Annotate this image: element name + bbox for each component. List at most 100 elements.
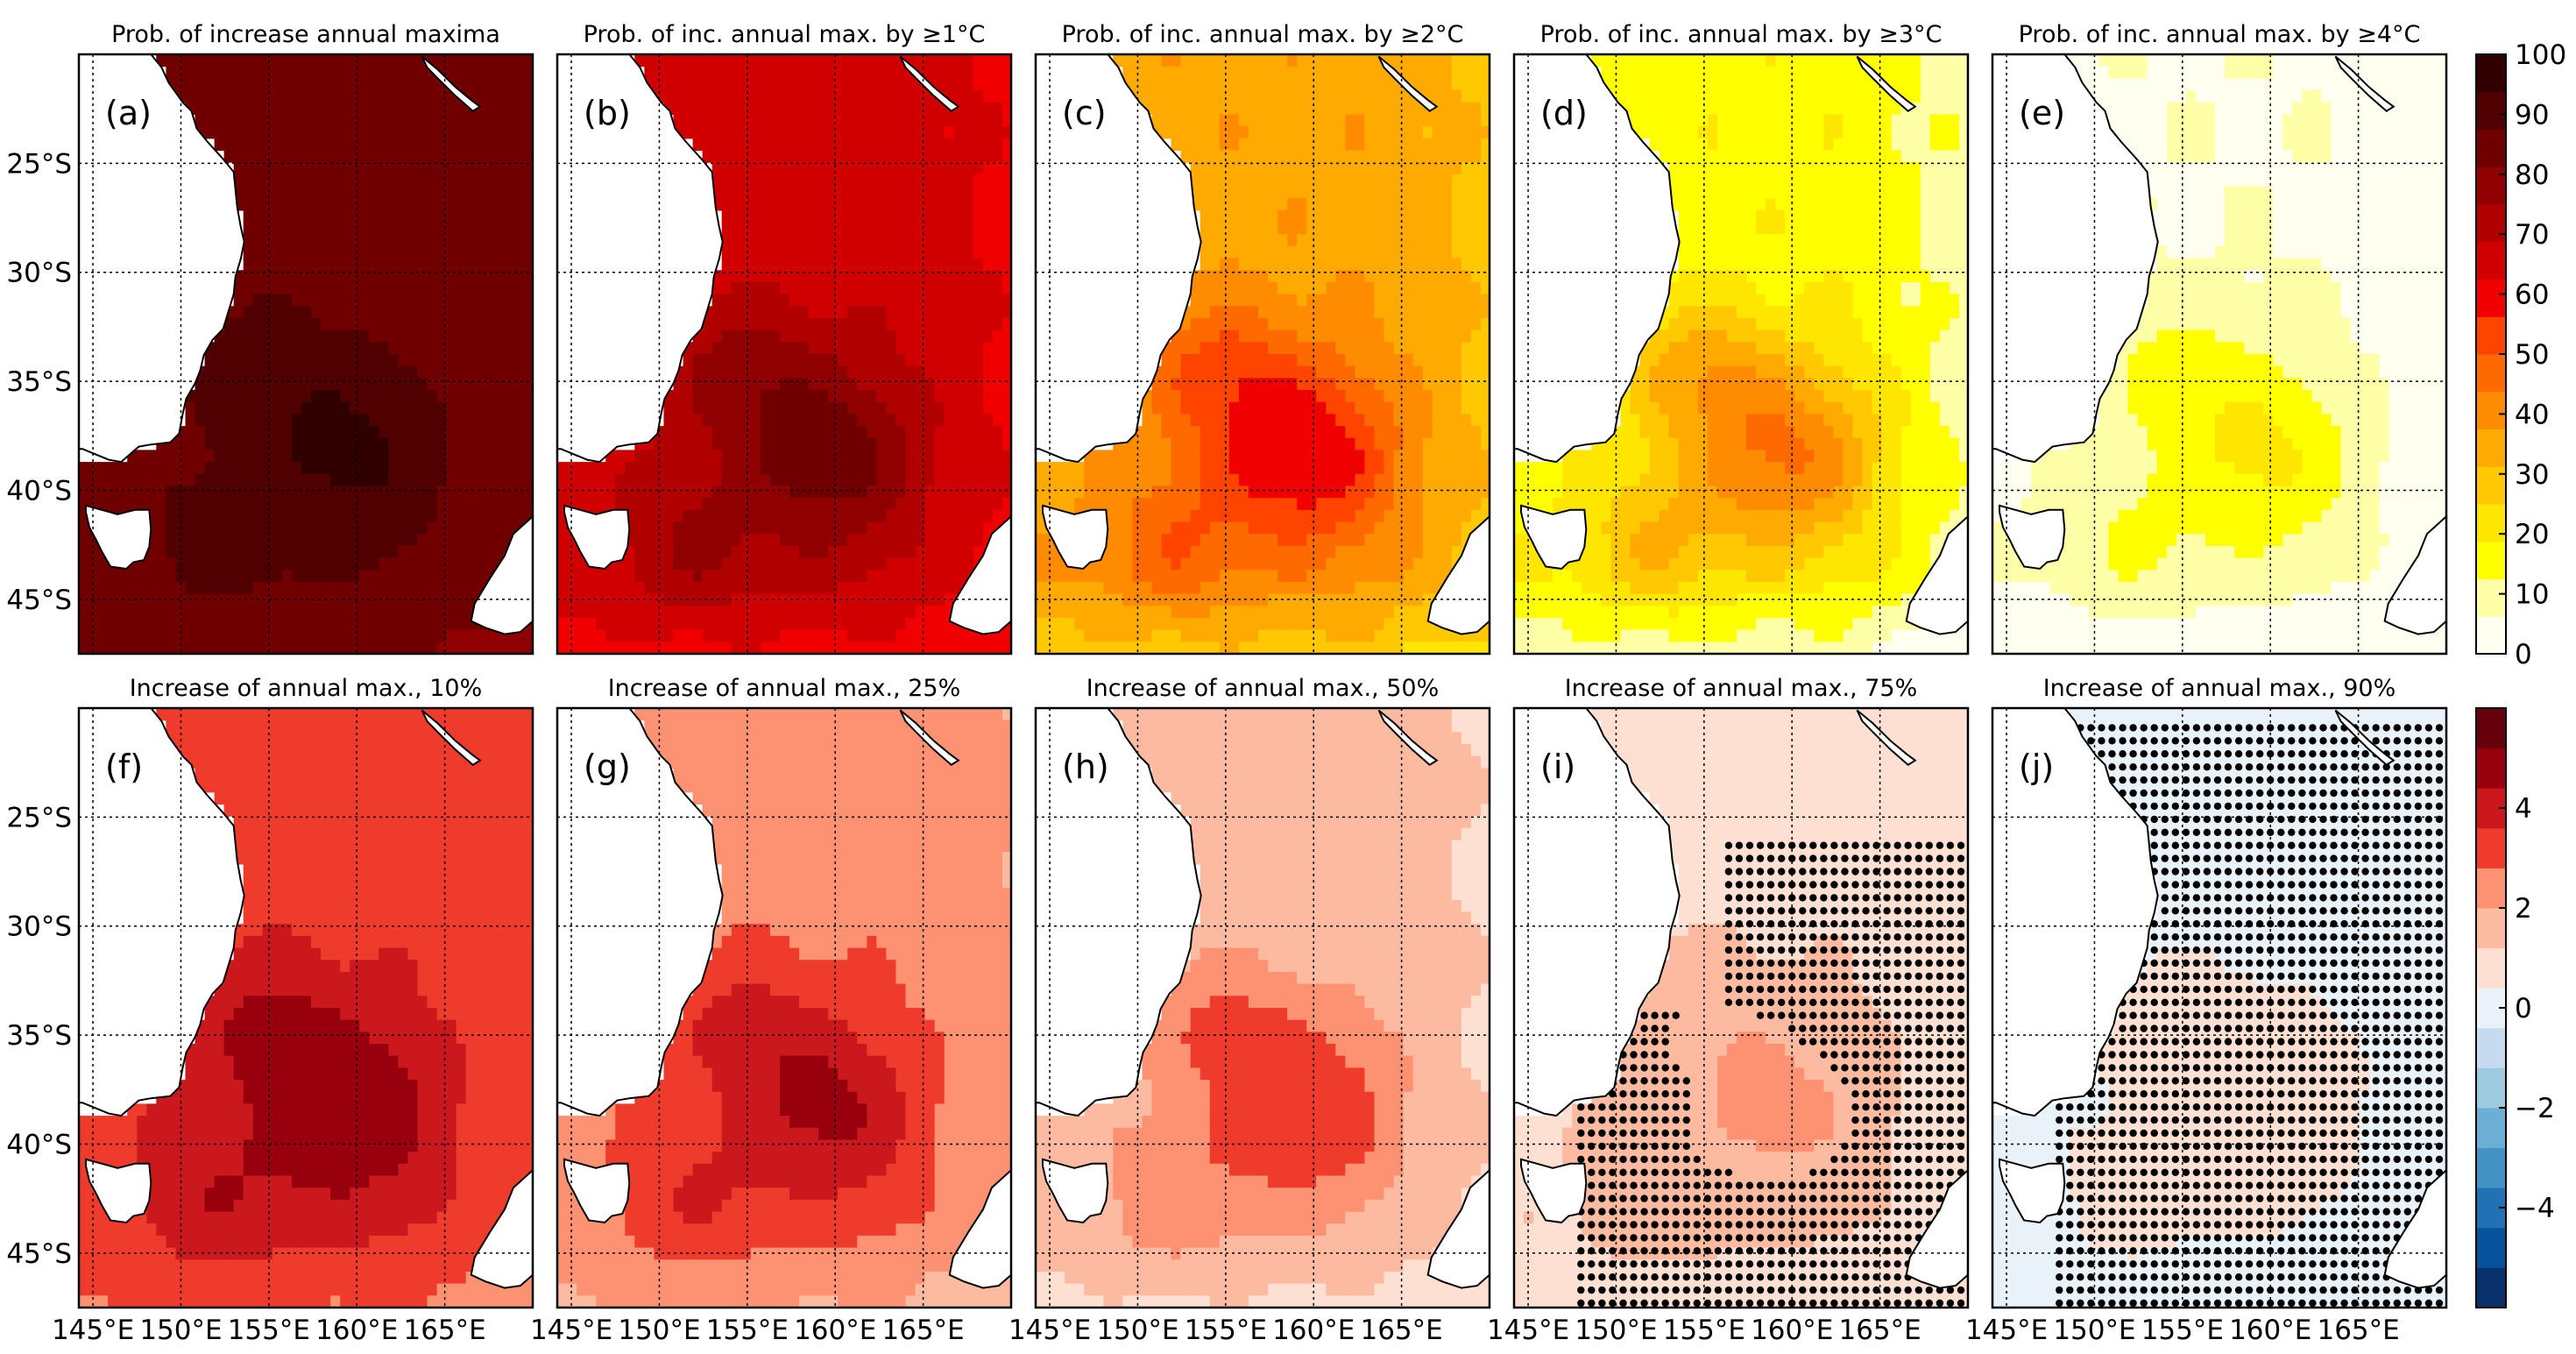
field-cell bbox=[301, 330, 312, 343]
field-cell bbox=[1306, 186, 1317, 199]
field-cell bbox=[644, 437, 655, 451]
field-cell bbox=[789, 306, 800, 319]
field-cell bbox=[291, 198, 302, 211]
field-cell bbox=[1306, 414, 1317, 427]
field-cell bbox=[963, 138, 974, 152]
field-cell bbox=[683, 642, 694, 654]
field-cell bbox=[1171, 557, 1182, 571]
field-cell bbox=[1036, 654, 1046, 666]
field-cell bbox=[214, 342, 225, 355]
field-cell bbox=[1209, 545, 1221, 559]
field-cell bbox=[1036, 606, 1046, 619]
field-cell bbox=[982, 521, 994, 535]
field-cell bbox=[750, 90, 761, 103]
field-cell bbox=[1002, 126, 1011, 139]
field-cell bbox=[1065, 629, 1075, 642]
field-cell bbox=[740, 330, 752, 343]
field-cell bbox=[663, 401, 675, 415]
field-cell bbox=[1238, 174, 1249, 188]
field-cell bbox=[301, 629, 312, 642]
field-cell bbox=[311, 294, 322, 307]
field-cell bbox=[692, 450, 704, 463]
field-cell bbox=[330, 354, 341, 367]
field-cell bbox=[1191, 654, 1201, 666]
field-cell bbox=[1219, 126, 1230, 139]
field-cell bbox=[427, 54, 438, 67]
field-cell bbox=[711, 534, 723, 547]
field-cell bbox=[1258, 281, 1269, 295]
field-cell bbox=[750, 270, 761, 283]
field-cell bbox=[1219, 330, 1230, 343]
field-cell bbox=[769, 306, 781, 319]
field-cell bbox=[1219, 462, 1230, 475]
field-cell bbox=[915, 138, 926, 152]
field-cell bbox=[769, 473, 781, 487]
field-cell bbox=[475, 509, 486, 523]
field-cell bbox=[252, 354, 264, 367]
field-cell bbox=[204, 54, 216, 67]
field-cell bbox=[789, 450, 800, 463]
field-cell bbox=[204, 593, 216, 606]
field-cell bbox=[1287, 498, 1298, 511]
field-cell bbox=[895, 78, 907, 91]
field-cell bbox=[524, 414, 533, 427]
field-cell bbox=[1297, 390, 1307, 403]
field-cell bbox=[1297, 521, 1307, 535]
field-cell bbox=[1190, 318, 1201, 331]
field-cell bbox=[485, 245, 496, 259]
field-cell bbox=[127, 473, 138, 487]
field-cell bbox=[475, 534, 486, 547]
field-cell bbox=[644, 54, 655, 67]
field-cell bbox=[1002, 306, 1011, 319]
field-cell bbox=[934, 281, 945, 295]
field-cell bbox=[494, 473, 506, 487]
field-cell bbox=[915, 414, 926, 427]
field-cell bbox=[750, 473, 761, 487]
field-cell bbox=[915, 570, 926, 583]
field-cell bbox=[291, 138, 302, 152]
field-cell bbox=[417, 534, 428, 547]
field-cell bbox=[992, 198, 1003, 211]
field-cell bbox=[1287, 450, 1298, 463]
field-cell bbox=[417, 509, 428, 523]
field-cell bbox=[436, 258, 448, 271]
field-cell bbox=[857, 618, 867, 631]
field-cell bbox=[1219, 150, 1230, 163]
field-cell bbox=[1228, 198, 1240, 211]
field-cell bbox=[992, 437, 1003, 451]
field-cell bbox=[809, 654, 819, 666]
field-cell bbox=[963, 222, 974, 235]
field-cell bbox=[485, 534, 496, 547]
field-cell bbox=[944, 330, 955, 343]
field-cell bbox=[557, 534, 568, 547]
field-cell bbox=[944, 306, 955, 319]
field-cell bbox=[98, 462, 109, 475]
field-cell bbox=[301, 281, 312, 295]
field-cell bbox=[838, 593, 848, 606]
field-cell bbox=[683, 534, 694, 547]
field-cell bbox=[1277, 138, 1288, 152]
field-cell bbox=[379, 186, 389, 199]
field-cell bbox=[233, 401, 244, 415]
field-cell bbox=[223, 450, 235, 463]
field-cell bbox=[281, 473, 293, 487]
field-cell bbox=[301, 486, 312, 499]
field-cell bbox=[301, 618, 312, 631]
field-cell bbox=[702, 534, 713, 547]
field-cell bbox=[243, 642, 254, 654]
field-cell bbox=[330, 498, 341, 511]
field-cell bbox=[789, 509, 800, 523]
field-cell bbox=[388, 629, 399, 642]
field-cell bbox=[1161, 486, 1172, 499]
field-cell bbox=[750, 66, 761, 79]
field-cell bbox=[847, 330, 858, 343]
field-cell bbox=[1209, 365, 1221, 379]
field-cell bbox=[485, 521, 496, 535]
field-cell bbox=[272, 509, 283, 523]
field-cell bbox=[398, 390, 408, 403]
field-cell bbox=[513, 426, 525, 439]
field-cell bbox=[252, 174, 264, 188]
field-cell bbox=[886, 281, 896, 295]
field-cell bbox=[1171, 138, 1182, 152]
field-cell bbox=[1161, 78, 1172, 91]
